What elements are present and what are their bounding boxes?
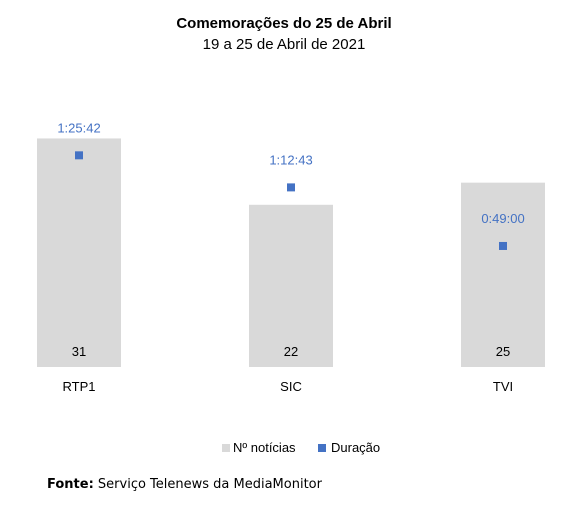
chart-title: Comemorações do 25 de Abril xyxy=(176,15,391,32)
chart-subtitle: 19 a 25 de Abril de 2021 xyxy=(203,36,366,53)
duration-label: 0:49:00 xyxy=(481,211,524,226)
bar-rtp1 xyxy=(37,138,121,367)
bar-value-label: 31 xyxy=(72,344,86,359)
bar-tvi xyxy=(461,182,545,367)
duration-point-tvi xyxy=(499,241,507,250)
legend-label-noticias: Nº notícias xyxy=(233,440,296,455)
bar-value-label: 22 xyxy=(284,344,298,359)
category-label-rtp1: RTP1 xyxy=(63,379,96,394)
source-label: Fonte: xyxy=(47,477,94,492)
plot-area: 31 1:25:42 RTP1 22 1:12:43 SIC 25 0:49:00 TVI xyxy=(37,120,545,394)
legend: Nº notícias Duração xyxy=(222,440,380,455)
bar-value-label: 25 xyxy=(496,344,510,359)
source-text: Serviço Telenews da MediaMonitor xyxy=(93,477,322,492)
legend-label-duracao: Duração xyxy=(331,440,380,455)
duration-point-rtp1 xyxy=(75,151,83,160)
bar-sic xyxy=(249,204,333,367)
source-note: Fonte: Serviço Telenews da MediaMonitor xyxy=(47,477,322,492)
legend-swatch-duracao xyxy=(318,444,326,452)
duration-label: 1:12:43 xyxy=(269,152,312,167)
legend-swatch-noticias xyxy=(222,444,230,452)
category-label-tvi: TVI xyxy=(493,379,513,394)
duration-label: 1:25:42 xyxy=(57,120,100,135)
category-label-sic: SIC xyxy=(280,379,302,394)
duration-point-sic xyxy=(287,183,295,192)
